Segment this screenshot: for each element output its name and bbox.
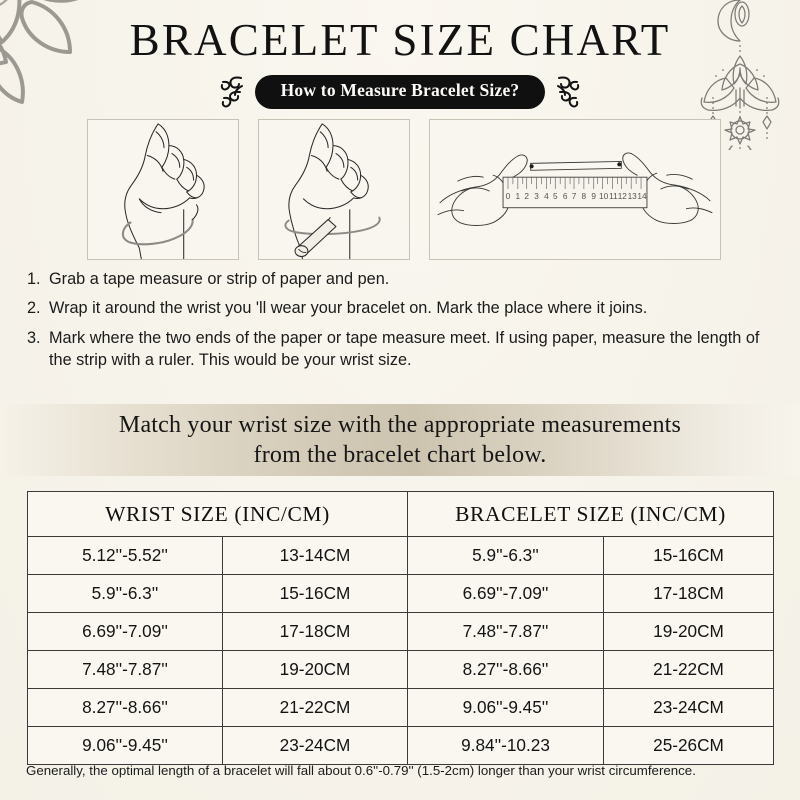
panel-wrist-mark-with-pen xyxy=(258,119,410,260)
badge-row: How to Measure Bracelet Size? xyxy=(0,72,800,112)
cell-wrist-inch: 5.12''-5.52'' xyxy=(27,536,223,575)
banner-line-1: Match your wrist size with the appropria… xyxy=(118,411,682,438)
cell-bracelet-cm: 23-24CM xyxy=(603,688,774,727)
cell-wrist-cm: 13-14CM xyxy=(222,536,408,575)
svg-text:0: 0 xyxy=(506,192,511,201)
svg-text:3: 3 xyxy=(534,192,539,201)
size-table: WRIST SIZE (INC/CM) BRACELET SIZE (INC/C… xyxy=(27,491,774,765)
cell-bracelet-inch: 9.06''-9.45'' xyxy=(407,688,604,727)
svg-text:11: 11 xyxy=(609,192,618,201)
svg-text:10: 10 xyxy=(599,192,609,201)
svg-text:2: 2 xyxy=(524,192,529,201)
svg-text:6: 6 xyxy=(563,192,568,201)
step-number: 3. xyxy=(27,328,41,347)
svg-text:1: 1 xyxy=(516,192,521,201)
cell-bracelet-cm: 21-22CM xyxy=(603,650,774,689)
column-header-bracelet-size: BRACELET SIZE (INC/CM) xyxy=(407,491,774,537)
list-item: 1. Grab a tape measure or strip of paper… xyxy=(27,268,777,290)
size-table-wrapper: WRIST SIZE (INC/CM) BRACELET SIZE (INC/C… xyxy=(27,491,774,765)
table-row: 6.69''-7.09'' 17-18CM 7.48''-7.87'' 19-2… xyxy=(27,612,774,651)
table-row: 8.27''-8.66'' 21-22CM 9.06''-9.45'' 23-2… xyxy=(27,688,774,727)
banner-line-2: from the bracelet chart below. xyxy=(253,442,547,468)
scroll-flourish-icon xyxy=(555,72,581,112)
svg-text:12: 12 xyxy=(618,192,628,201)
cell-wrist-inch: 6.69''-7.09'' xyxy=(27,612,223,651)
step-text: Mark where the two ends of the paper or … xyxy=(49,328,760,370)
svg-text:9: 9 xyxy=(591,192,596,201)
cell-bracelet-cm: 15-16CM xyxy=(603,536,774,575)
svg-text:13: 13 xyxy=(628,192,638,201)
svg-text:4: 4 xyxy=(544,192,549,201)
cell-bracelet-inch: 5.9''-6.3'' xyxy=(407,536,604,575)
footnote: Generally, the optimal length of a brace… xyxy=(26,763,696,778)
cell-bracelet-cm: 25-26CM xyxy=(603,726,774,765)
cell-wrist-inch: 7.48''-7.87'' xyxy=(27,650,223,689)
step-text: Grab a tape measure or strip of paper an… xyxy=(49,270,390,288)
match-size-banner: Match your wrist size with the appropria… xyxy=(0,404,800,476)
cell-bracelet-cm: 17-18CM xyxy=(603,574,774,613)
cell-wrist-cm: 21-22CM xyxy=(222,688,408,727)
step-text: Wrap it around the wrist you 'll wear yo… xyxy=(49,299,648,318)
list-item: 2. Wrap it around the wrist you 'll wear… xyxy=(27,297,777,319)
how-to-measure-badge[interactable]: How to Measure Bracelet Size? xyxy=(254,75,546,109)
cell-bracelet-inch: 8.27''-8.66'' xyxy=(407,650,604,689)
svg-text:7: 7 xyxy=(572,192,577,201)
cell-wrist-cm: 19-20CM xyxy=(222,650,408,689)
cell-wrist-inch: 8.27''-8.66'' xyxy=(27,688,223,727)
page-title: BRACELET SIZE CHART xyxy=(129,15,671,65)
cell-wrist-cm: 15-16CM xyxy=(222,574,408,613)
step-number: 1. xyxy=(27,270,41,288)
svg-text:5: 5 xyxy=(553,192,558,201)
list-item: 3. Mark where the two ends of the paper … xyxy=(27,327,777,372)
step-number: 2. xyxy=(27,299,41,318)
cell-bracelet-inch: 7.48''-7.87'' xyxy=(407,612,604,651)
svg-text:8: 8 xyxy=(582,192,587,201)
table-row: 7.48''-7.87'' 19-20CM 8.27''-8.66'' 21-2… xyxy=(27,650,774,689)
cell-wrist-cm: 23-24CM xyxy=(222,726,408,765)
svg-text:14: 14 xyxy=(637,192,647,201)
table-row: 5.9''-6.3'' 15-16CM 6.69''-7.09'' 17-18C… xyxy=(27,574,774,613)
cell-wrist-inch: 5.9''-6.3'' xyxy=(27,574,223,613)
table-row: 9.06''-9.45'' 23-24CM 9.84''-10.23 25-26… xyxy=(27,726,774,765)
cell-wrist-inch: 9.06''-9.45'' xyxy=(27,726,223,765)
cell-bracelet-inch: 6.69''-7.09'' xyxy=(407,574,604,613)
table-header-row: WRIST SIZE (INC/CM) BRACELET SIZE (INC/C… xyxy=(27,491,774,537)
table-row: 5.12''-5.52'' 13-14CM 5.9''-6.3'' 15-16C… xyxy=(27,536,774,575)
banner-text: Match your wrist size with the appropria… xyxy=(119,410,681,470)
column-header-wrist-size: WRIST SIZE (INC/CM) xyxy=(27,491,408,537)
scroll-flourish-icon xyxy=(219,72,245,112)
panel-wrist-with-tape xyxy=(87,119,239,260)
measure-steps: 1. Grab a tape measure or strip of paper… xyxy=(27,268,777,379)
cell-wrist-cm: 17-18CM xyxy=(222,612,408,651)
cell-bracelet-inch: 9.84''-10.23 xyxy=(407,726,604,765)
cell-bracelet-cm: 19-20CM xyxy=(603,612,774,651)
